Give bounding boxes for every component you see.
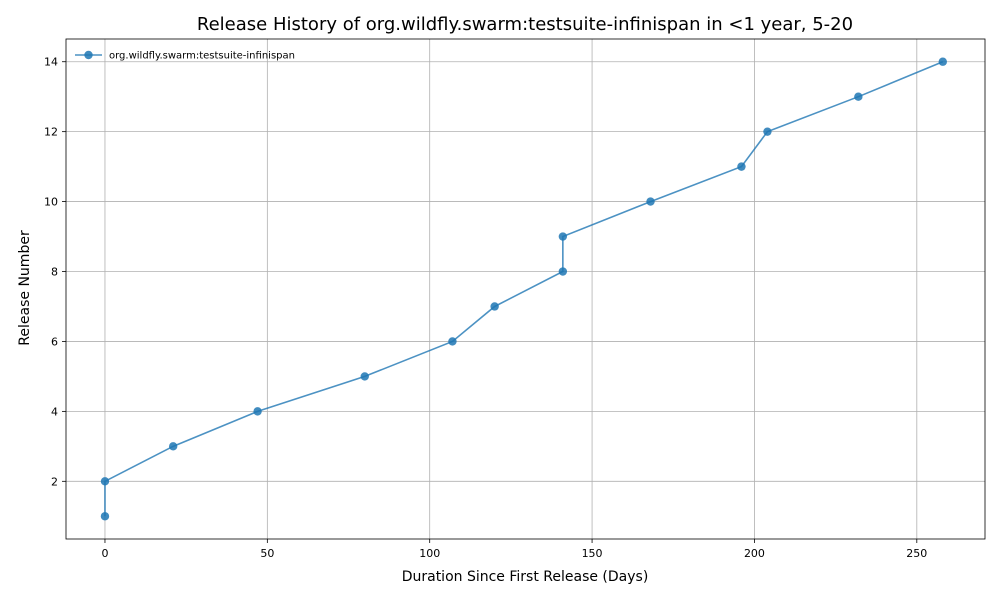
x-tick-label: 150 [582,547,603,560]
x-tick-label: 0 [101,547,108,560]
x-axis-label: Duration Since First Release (Days) [402,569,649,585]
x-tick-label: 50 [260,547,274,560]
y-axis-ticks: 2 4 6 8 10 12 14 [44,56,66,488]
plot-area-frame [65,38,986,540]
data-point [854,92,863,101]
data-point [100,477,110,486]
legend-marker [84,50,93,60]
series-layer [100,57,947,521]
y-tick-label: 14 [44,56,58,69]
data-point [646,197,655,206]
y-tick-label: 6 [51,335,58,348]
x-tick-label: 100 [419,547,440,560]
data-point [938,57,947,66]
data-point [360,372,369,381]
data-point [100,512,110,521]
data-point [558,232,568,241]
x-tick-label: 200 [744,547,765,560]
y-axis-label: Release Number [17,230,33,346]
data-point [763,127,772,136]
data-point [558,267,568,276]
x-axis-ticks: 0 50 100 150 200 250 [101,539,927,560]
data-point [490,302,499,311]
data-point [253,407,262,416]
y-tick-label: 4 [51,405,58,418]
data-point [168,442,178,451]
series-line [104,60,944,517]
data-point [448,337,457,346]
legend-entry: org.wildfly.swarm:testsuite-infinispan [109,51,295,62]
y-tick-label: 2 [51,475,58,488]
legend: org.wildfly.swarm:testsuite-infinispan [75,51,295,62]
y-tick-label: 10 [44,196,58,209]
y-tick-label: 8 [51,266,58,279]
y-tick-label: 12 [44,126,58,139]
data-point [737,162,746,171]
grid [66,39,985,539]
x-tick-label: 250 [906,547,927,560]
chart-title: Release History of org.wildfly.swarm:tes… [197,14,853,35]
